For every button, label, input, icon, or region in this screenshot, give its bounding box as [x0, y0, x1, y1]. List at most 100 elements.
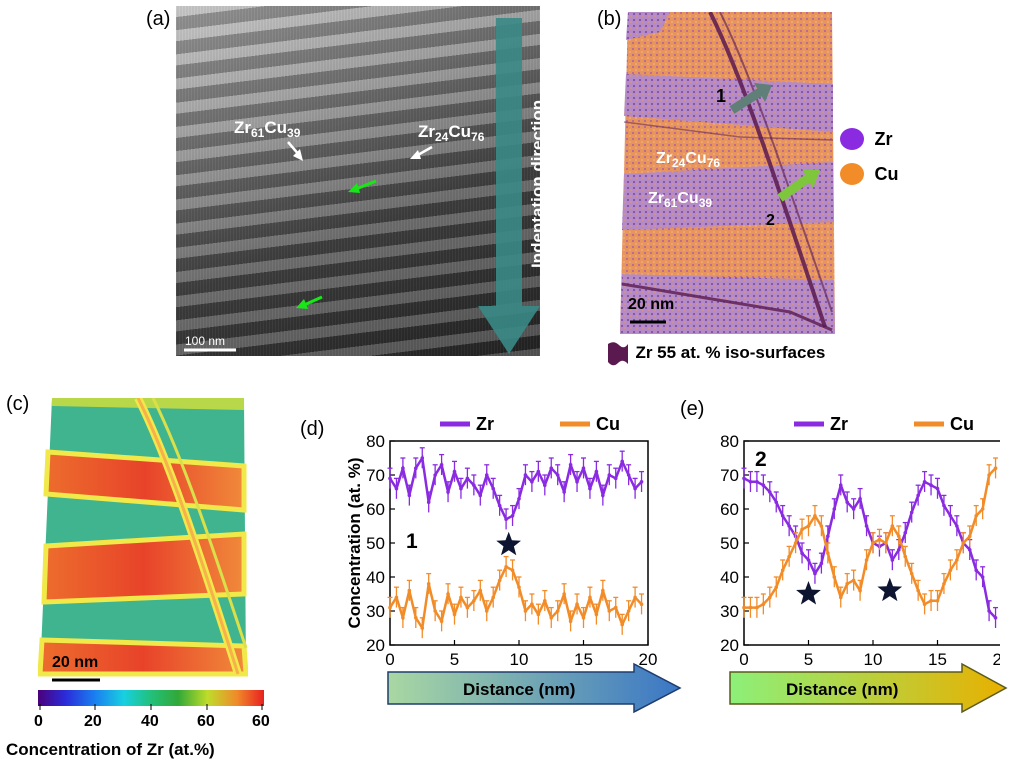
- gray-arrow: [729, 83, 772, 114]
- data-point-zr: [639, 480, 644, 484]
- data-point-cu: [459, 595, 463, 600]
- data-point-cu: [871, 541, 875, 545]
- chart-e-marker: 2: [755, 448, 767, 471]
- data-point-cu: [755, 605, 759, 610]
- data-point-zr: [826, 534, 830, 538]
- data-point-zr: [504, 517, 508, 521]
- data-point-cu: [787, 554, 791, 559]
- data-point-cu: [452, 612, 457, 617]
- y-tick-label: 40: [720, 568, 739, 587]
- y-tick-label: 70: [720, 466, 739, 485]
- data-point-cu: [555, 609, 560, 613]
- y-tick-label: 70: [366, 466, 385, 485]
- data-point-zr: [864, 524, 869, 528]
- y-tick-label: 40: [366, 568, 385, 587]
- data-point-cu: [510, 568, 515, 572]
- green-arrow: [777, 169, 820, 202]
- concentration-map-svg: [37, 396, 249, 682]
- tem-scalebar-label: 100 nm: [185, 334, 226, 348]
- data-point-zr: [594, 469, 599, 474]
- data-point-cu: [626, 609, 631, 613]
- colorbar-tick-0: 0: [34, 713, 43, 730]
- data-point-zr: [813, 571, 817, 576]
- data-point-zr: [916, 493, 920, 498]
- data-point-zr: [575, 480, 579, 484]
- distance-label-e: Distance (nm): [786, 680, 899, 699]
- data-point-zr: [780, 514, 785, 518]
- colorbar-tick-4: 60: [252, 713, 270, 730]
- data-point-zr: [633, 486, 637, 491]
- data-point-cu: [774, 585, 779, 589]
- data-point-zr: [517, 497, 521, 501]
- data-point-cu: [407, 588, 412, 593]
- apt-marker-1: 1: [716, 86, 727, 106]
- data-point-zr: [562, 490, 566, 494]
- x-tick-label: 15: [574, 650, 593, 669]
- data-point-zr: [845, 500, 849, 504]
- data-point-zr: [980, 575, 985, 579]
- tem-noise: [176, 6, 540, 356]
- series-line-cu: [744, 467, 997, 609]
- green-arrow-2: [296, 295, 323, 309]
- legend-zr-swatch: [840, 128, 864, 150]
- data-point-zr: [549, 466, 554, 470]
- isosurface-swatch: [608, 342, 628, 366]
- tem-image: Zr61Cu39 Zr24Cu76 Indentation direction …: [176, 6, 540, 356]
- data-point-cu: [420, 626, 425, 630]
- data-point-zr: [935, 486, 940, 491]
- data-point-cu: [426, 582, 431, 586]
- data-point-zr: [742, 476, 746, 481]
- data-point-zr: [897, 548, 901, 552]
- data-point-cu: [504, 565, 508, 569]
- data-point-zr: [459, 486, 463, 491]
- chart-e: 20 30 40 50 60 70 80 0 5 10 15 20 Zr Cu: [720, 414, 1000, 669]
- data-point-zr: [774, 500, 779, 504]
- y-tick-label: 80: [720, 432, 739, 451]
- data-point-cu: [993, 466, 998, 470]
- white-arrow-1: [287, 141, 303, 161]
- data-point-cu: [884, 541, 888, 545]
- panel-c-label: (c): [6, 393, 30, 415]
- data-point-cu: [388, 605, 392, 610]
- data-point-zr: [819, 561, 824, 566]
- data-point-zr: [523, 473, 528, 477]
- apt-marker-2: 2: [766, 212, 775, 229]
- data-point-cu: [639, 602, 644, 606]
- x-tick-label: 10: [510, 650, 529, 669]
- apt-scalebar-label: 20 nm: [628, 296, 675, 313]
- data-point-zr: [530, 480, 534, 484]
- data-point-cu: [748, 605, 753, 610]
- data-point-zr: [832, 507, 837, 511]
- data-point-cu: [819, 524, 824, 528]
- data-point-cu: [851, 578, 856, 583]
- data-point-cu: [903, 554, 908, 559]
- data-point-cu: [967, 534, 972, 538]
- x-tick-label: 20: [993, 650, 1000, 669]
- data-point-cu: [394, 595, 399, 600]
- data-point-cu: [800, 527, 804, 532]
- data-point-zr: [993, 616, 998, 620]
- data-point-cu: [433, 609, 437, 613]
- data-point-zr: [446, 490, 450, 494]
- data-point-cu: [594, 612, 599, 617]
- data-point-zr: [761, 483, 766, 487]
- data-point-zr: [407, 493, 412, 498]
- x-tick-label: 5: [450, 650, 459, 669]
- x-tick-label: 20: [639, 650, 658, 669]
- data-point-zr: [568, 463, 573, 467]
- data-point-cu: [491, 595, 495, 600]
- data-point-cu: [465, 605, 470, 610]
- data-point-cu: [446, 592, 450, 596]
- data-point-cu: [877, 537, 882, 542]
- data-point-cu: [935, 599, 940, 603]
- y-axis-label: Concentration (at. %): [345, 458, 364, 629]
- data-point-cu: [974, 514, 978, 518]
- y-tick-label: 50: [720, 534, 739, 553]
- green-arrow-1: [348, 179, 377, 193]
- data-point-cu: [929, 599, 933, 603]
- data-point-zr: [426, 500, 431, 504]
- data-point-zr: [909, 510, 914, 515]
- y-tick-label: 80: [366, 432, 385, 451]
- panel-e-label: (e): [680, 398, 705, 420]
